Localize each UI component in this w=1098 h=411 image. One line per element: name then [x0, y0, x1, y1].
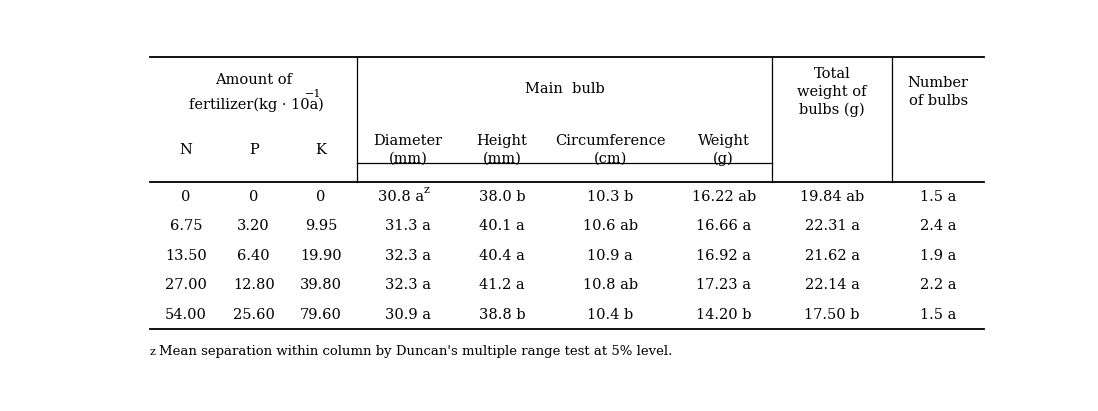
- Text: 38.0 b: 38.0 b: [479, 190, 525, 204]
- Text: 32.3 a: 32.3 a: [385, 249, 430, 263]
- Text: 16.22 ab: 16.22 ab: [692, 190, 755, 204]
- Text: 12.80: 12.80: [233, 278, 274, 292]
- Text: N: N: [180, 143, 192, 157]
- Text: ): ): [317, 98, 323, 112]
- Text: 16.92 a: 16.92 a: [696, 249, 751, 263]
- Text: Amount of: Amount of: [215, 73, 292, 87]
- Text: 17.23 a: 17.23 a: [696, 278, 751, 292]
- Text: 10.3 b: 10.3 b: [587, 190, 634, 204]
- Text: 32.3 a: 32.3 a: [385, 278, 430, 292]
- Text: 1.9 a: 1.9 a: [920, 249, 956, 263]
- Text: 40.4 a: 40.4 a: [479, 249, 525, 263]
- Text: 16.66 a: 16.66 a: [696, 219, 751, 233]
- Text: P: P: [249, 143, 258, 157]
- Text: Main  bulb: Main bulb: [525, 82, 604, 96]
- Text: z: z: [424, 185, 429, 195]
- Text: 0: 0: [316, 190, 326, 204]
- Text: 1.5 a: 1.5 a: [920, 190, 956, 204]
- Text: 10.4 b: 10.4 b: [587, 308, 634, 322]
- Text: 79.60: 79.60: [300, 308, 343, 322]
- Text: 40.1 a: 40.1 a: [479, 219, 525, 233]
- Text: fertilizer(kg · 10a: fertilizer(kg · 10a: [189, 98, 318, 112]
- Text: 2.4 a: 2.4 a: [920, 219, 956, 233]
- Text: Total
weight of
bulbs (g): Total weight of bulbs (g): [797, 67, 866, 118]
- Text: Circumference
(cm): Circumference (cm): [556, 134, 665, 165]
- Text: 22.14 a: 22.14 a: [805, 278, 860, 292]
- Text: z: z: [150, 346, 156, 357]
- Text: 10.8 ab: 10.8 ab: [583, 278, 638, 292]
- Text: 10.6 ab: 10.6 ab: [583, 219, 638, 233]
- Text: 2.2 a: 2.2 a: [920, 278, 956, 292]
- Text: Mean separation within column by Duncan's multiple range test at 5% level.: Mean separation within column by Duncan'…: [158, 345, 672, 358]
- Text: 54.00: 54.00: [165, 308, 208, 322]
- Text: Height
(mm): Height (mm): [477, 134, 527, 165]
- Text: 10.9 a: 10.9 a: [587, 249, 634, 263]
- Text: 6.40: 6.40: [237, 249, 270, 263]
- Text: 17.50 b: 17.50 b: [805, 308, 860, 322]
- Text: 38.8 b: 38.8 b: [479, 308, 525, 322]
- Text: 30.9 a: 30.9 a: [385, 308, 430, 322]
- Text: 19.84 ab: 19.84 ab: [800, 190, 864, 204]
- Text: 13.50: 13.50: [166, 249, 208, 263]
- Text: 27.00: 27.00: [165, 278, 208, 292]
- Text: Diameter
(mm): Diameter (mm): [373, 134, 442, 165]
- Text: −1: −1: [305, 89, 322, 99]
- Text: 0: 0: [249, 190, 258, 204]
- Text: 21.62 a: 21.62 a: [805, 249, 860, 263]
- Text: 25.60: 25.60: [233, 308, 274, 322]
- Text: 19.90: 19.90: [301, 249, 341, 263]
- Text: 41.2 a: 41.2 a: [479, 278, 525, 292]
- Text: 9.95: 9.95: [305, 219, 337, 233]
- Text: 3.20: 3.20: [237, 219, 270, 233]
- Text: 31.3 a: 31.3 a: [385, 219, 430, 233]
- Text: Weight
(g): Weight (g): [697, 134, 750, 166]
- Text: 0: 0: [181, 190, 191, 204]
- Text: 1.5 a: 1.5 a: [920, 308, 956, 322]
- Text: 39.80: 39.80: [300, 278, 343, 292]
- Text: 6.75: 6.75: [170, 219, 202, 233]
- Text: 22.31 a: 22.31 a: [805, 219, 860, 233]
- Text: K: K: [315, 143, 326, 157]
- Text: Number
of bulbs: Number of bulbs: [908, 76, 968, 108]
- Text: 14.20 b: 14.20 b: [696, 308, 751, 322]
- Text: 30.8 a: 30.8 a: [378, 190, 424, 204]
